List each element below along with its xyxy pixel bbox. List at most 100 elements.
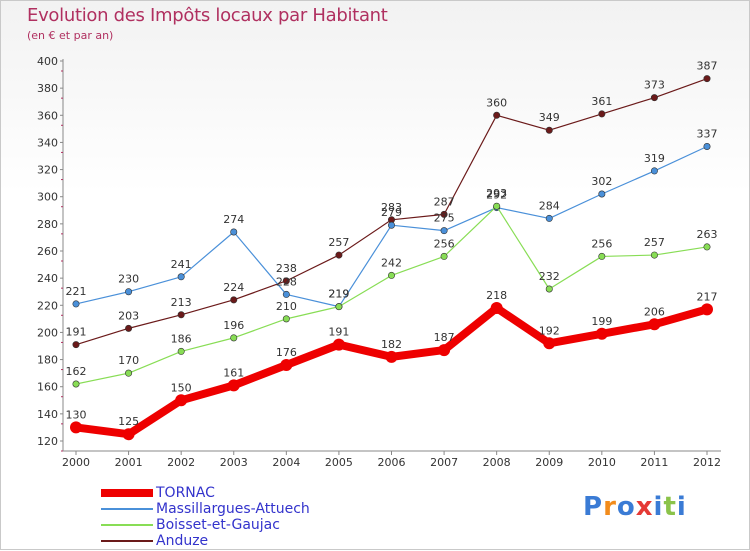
point-tornac — [70, 421, 82, 434]
legend-label-massillargues: Massillargues-Attuech — [156, 501, 310, 517]
y-tick-label: 240 — [37, 272, 58, 285]
data-label-massillargues-attuech: 274 — [223, 213, 244, 226]
data-label-massillargues-attuech: 279 — [381, 206, 402, 219]
data-label-tornac: 191 — [328, 326, 349, 339]
data-label-anduze: 238 — [276, 262, 297, 275]
point-tornac — [332, 338, 345, 351]
data-label-anduze: 213 — [171, 296, 192, 309]
point-boisset-et-gaujac — [335, 303, 343, 311]
point-boisset-et-gaujac — [72, 380, 80, 388]
point-massillargues-attuech — [703, 143, 711, 151]
logo-letter: x — [635, 492, 654, 522]
point-anduze — [703, 75, 711, 83]
data-label-massillargues-attuech: 337 — [697, 128, 718, 141]
y-tick-label: 120 — [37, 435, 58, 448]
data-label-massillargues-attuech: 302 — [591, 175, 612, 188]
data-label-anduze: 224 — [223, 281, 244, 294]
data-label-boisset-et-gaujac: 263 — [697, 228, 718, 241]
point-tornac — [175, 394, 188, 407]
y-tick-label: 380 — [37, 82, 58, 95]
point-massillargues-attuech — [598, 190, 606, 198]
point-tornac — [648, 318, 661, 331]
point-massillargues-attuech — [650, 167, 658, 175]
point-boisset-et-gaujac — [282, 315, 290, 323]
data-label-boisset-et-gaujac: 170 — [118, 354, 139, 367]
y-tick-label: 280 — [37, 218, 58, 231]
legend-swatch-massillargues — [101, 508, 153, 510]
x-tick-label: 2003 — [220, 456, 248, 469]
x-tick-label: 2009 — [535, 456, 563, 469]
y-tick-label: 160 — [37, 381, 58, 394]
y-tick-label: 400 — [37, 55, 58, 68]
data-label-anduze: 203 — [118, 309, 139, 322]
logo-letter: P — [583, 492, 604, 522]
legend-label-tornac: TORNAC — [156, 485, 215, 501]
point-boisset-et-gaujac — [545, 285, 553, 293]
y-tick-label: 340 — [37, 136, 58, 149]
data-label-tornac: 161 — [223, 366, 244, 379]
data-label-massillargues-attuech: 284 — [539, 199, 560, 212]
x-tick-label: 2002 — [167, 456, 195, 469]
point-boisset-et-gaujac — [177, 347, 185, 355]
point-tornac — [543, 337, 556, 350]
y-tick-label: 300 — [37, 191, 58, 204]
logo-letter: i — [653, 492, 664, 522]
point-anduze — [125, 324, 133, 332]
y-tick-label: 360 — [37, 109, 58, 122]
point-anduze — [230, 296, 238, 304]
point-anduze — [598, 110, 606, 118]
data-label-anduze: 349 — [539, 111, 560, 124]
data-label-massillargues-attuech: 241 — [171, 258, 192, 271]
data-label-boisset-et-gaujac: 293 — [486, 187, 507, 200]
data-label-boisset-et-gaujac: 196 — [223, 319, 244, 332]
logo-letter: t — [663, 492, 677, 522]
x-tick-label: 2001 — [115, 456, 143, 469]
data-label-anduze: 257 — [328, 236, 349, 249]
x-tick-label: 2006 — [378, 456, 406, 469]
point-massillargues-attuech — [125, 288, 133, 296]
point-tornac — [280, 359, 293, 371]
data-label-tornac: 187 — [434, 331, 455, 344]
point-anduze — [545, 126, 553, 134]
x-tick-label: 2005 — [325, 456, 353, 469]
y-tick-label: 140 — [37, 408, 58, 421]
data-label-boisset-et-gaujac: 162 — [66, 365, 87, 378]
data-label-tornac: 130 — [66, 408, 87, 421]
point-massillargues-attuech — [545, 214, 553, 222]
x-tick-label: 2004 — [272, 456, 300, 469]
data-label-boisset-et-gaujac: 256 — [591, 237, 612, 250]
chart-subtitle: (en € et par an) — [27, 29, 114, 42]
x-tick-label: 2011 — [640, 456, 668, 469]
legend-label-boisset: Boisset-et-Gaujac — [156, 517, 280, 533]
data-label-anduze: 360 — [486, 96, 507, 109]
data-label-boisset-et-gaujac: 186 — [171, 332, 192, 345]
data-label-anduze: 387 — [697, 60, 718, 73]
point-tornac — [122, 428, 135, 441]
legend-label-anduze: Anduze — [156, 533, 209, 549]
data-label-massillargues-attuech: 221 — [66, 285, 87, 298]
point-anduze — [72, 341, 80, 349]
data-label-massillargues-attuech: 228 — [276, 275, 297, 288]
x-tick-label: 2007 — [430, 456, 458, 469]
point-boisset-et-gaujac — [493, 202, 501, 210]
x-tick-label: 2000 — [62, 456, 90, 469]
point-boisset-et-gaujac — [598, 252, 606, 260]
proxiti-logo: Proxiti — [583, 492, 687, 522]
y-tick-label: 260 — [37, 245, 58, 258]
data-label-tornac: 182 — [381, 338, 402, 351]
data-label-boisset-et-gaujac: 219 — [328, 288, 349, 301]
data-label-tornac: 217 — [697, 290, 718, 303]
point-anduze — [440, 210, 448, 218]
point-anduze — [335, 251, 343, 259]
point-massillargues-attuech — [72, 300, 80, 308]
point-tornac — [701, 303, 713, 316]
data-label-massillargues-attuech: 275 — [434, 212, 455, 225]
data-label-anduze: 283 — [381, 201, 402, 214]
data-label-massillargues-attuech: 292 — [486, 189, 507, 202]
point-massillargues-attuech — [440, 227, 448, 235]
y-tick-label: 180 — [37, 354, 58, 367]
point-massillargues-attuech — [282, 290, 290, 298]
logo-letter: o — [616, 492, 636, 522]
